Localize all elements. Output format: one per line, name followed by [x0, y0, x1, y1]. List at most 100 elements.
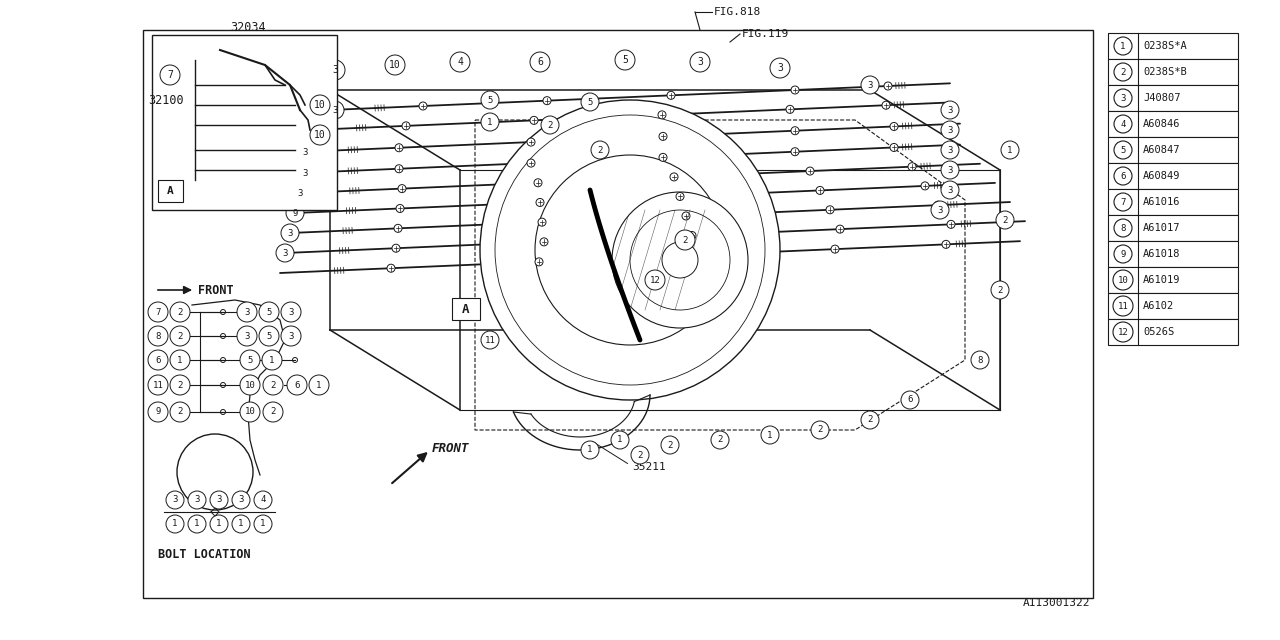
- Circle shape: [890, 143, 899, 152]
- Circle shape: [941, 141, 959, 159]
- Bar: [1108, 111, 1238, 137]
- Text: 2: 2: [270, 381, 275, 390]
- Text: 3: 3: [173, 495, 178, 504]
- Circle shape: [259, 302, 279, 322]
- Text: 1: 1: [617, 435, 622, 445]
- Text: 12: 12: [1117, 328, 1129, 337]
- Text: 5: 5: [488, 95, 493, 104]
- Circle shape: [676, 193, 684, 200]
- Circle shape: [817, 186, 824, 195]
- Text: 3: 3: [302, 168, 307, 177]
- Text: 3: 3: [244, 307, 250, 317]
- Text: 0238S*A: 0238S*A: [1143, 41, 1187, 51]
- Text: 6: 6: [908, 396, 913, 404]
- Circle shape: [690, 52, 710, 72]
- Circle shape: [831, 245, 838, 253]
- Text: 10: 10: [244, 408, 256, 417]
- Circle shape: [614, 50, 635, 70]
- Text: 2: 2: [548, 120, 553, 129]
- Circle shape: [791, 148, 799, 156]
- Circle shape: [1114, 193, 1132, 211]
- Circle shape: [543, 97, 550, 105]
- Text: 9: 9: [1120, 250, 1125, 259]
- Circle shape: [398, 184, 406, 193]
- Bar: [1108, 241, 1238, 267]
- Bar: [1108, 163, 1238, 189]
- Text: A60846: A60846: [1143, 119, 1180, 129]
- Text: 10: 10: [314, 130, 326, 140]
- Circle shape: [481, 91, 499, 109]
- Text: 4: 4: [260, 495, 266, 504]
- Circle shape: [942, 241, 950, 248]
- Bar: [143, 30, 1093, 598]
- Text: 3: 3: [288, 307, 293, 317]
- Circle shape: [287, 375, 307, 395]
- Circle shape: [541, 116, 559, 134]
- Circle shape: [310, 95, 330, 115]
- Text: 3: 3: [216, 495, 221, 504]
- Circle shape: [536, 198, 544, 207]
- Text: BOLT LOCATION: BOLT LOCATION: [157, 548, 251, 561]
- Text: 5: 5: [588, 97, 593, 106]
- Circle shape: [188, 515, 206, 533]
- Circle shape: [237, 326, 257, 346]
- Text: 8: 8: [978, 355, 983, 365]
- Text: A6102: A6102: [1143, 301, 1174, 311]
- Text: 11: 11: [1117, 301, 1129, 310]
- Circle shape: [1001, 141, 1019, 159]
- Text: FRONT: FRONT: [433, 442, 470, 454]
- Bar: [1108, 293, 1238, 319]
- Circle shape: [419, 102, 428, 110]
- Text: 3: 3: [244, 332, 250, 340]
- Bar: [1108, 85, 1238, 111]
- Circle shape: [941, 161, 959, 179]
- Text: 3: 3: [302, 147, 307, 157]
- Text: 3: 3: [947, 186, 952, 195]
- Circle shape: [947, 220, 955, 228]
- Circle shape: [581, 441, 599, 459]
- Bar: [452, 298, 480, 320]
- Circle shape: [1114, 296, 1133, 316]
- Text: 0526S: 0526S: [1143, 327, 1174, 337]
- Circle shape: [285, 204, 305, 222]
- Circle shape: [325, 60, 346, 80]
- Text: 3: 3: [333, 106, 338, 115]
- Bar: [1108, 319, 1238, 345]
- Circle shape: [296, 164, 314, 182]
- Text: 3: 3: [1120, 93, 1125, 102]
- Circle shape: [148, 350, 168, 370]
- Text: 1: 1: [1120, 42, 1125, 51]
- Text: 2: 2: [997, 285, 1002, 294]
- Text: 3: 3: [777, 63, 783, 73]
- Text: 9: 9: [292, 209, 298, 218]
- Circle shape: [1114, 37, 1132, 55]
- Bar: [152, 35, 337, 210]
- Circle shape: [170, 326, 189, 346]
- Text: 3: 3: [287, 228, 293, 237]
- Circle shape: [901, 391, 919, 409]
- Circle shape: [658, 111, 666, 119]
- Circle shape: [385, 55, 404, 75]
- Text: A60847: A60847: [1143, 145, 1180, 155]
- Text: J40807: J40807: [1143, 93, 1180, 103]
- Circle shape: [387, 264, 396, 272]
- Circle shape: [612, 192, 748, 328]
- Circle shape: [631, 446, 649, 464]
- Text: 2: 2: [637, 451, 643, 460]
- Text: 3: 3: [297, 189, 302, 198]
- Text: 2: 2: [868, 415, 873, 424]
- Text: A60849: A60849: [1143, 171, 1180, 181]
- Text: 3: 3: [288, 332, 293, 340]
- Circle shape: [148, 326, 168, 346]
- Circle shape: [861, 411, 879, 429]
- Circle shape: [645, 270, 666, 290]
- Text: 11: 11: [152, 381, 164, 390]
- Circle shape: [941, 101, 959, 119]
- Text: 2: 2: [818, 426, 823, 435]
- Text: 1: 1: [1007, 145, 1012, 154]
- Text: 11: 11: [485, 335, 495, 344]
- Circle shape: [826, 206, 835, 214]
- Circle shape: [991, 281, 1009, 299]
- Circle shape: [262, 402, 283, 422]
- Text: 9: 9: [155, 408, 161, 417]
